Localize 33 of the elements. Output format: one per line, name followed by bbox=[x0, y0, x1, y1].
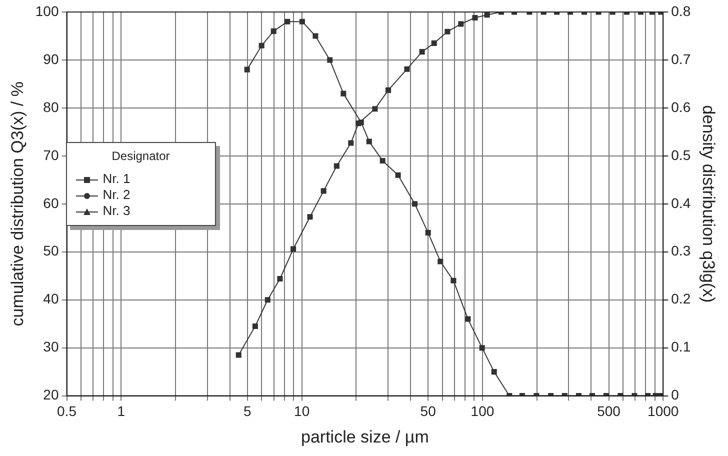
y2-tick-label: 0.5 bbox=[671, 146, 691, 163]
x-tick-label: 1 bbox=[117, 403, 126, 420]
y2-tick-label: 0.2 bbox=[671, 290, 691, 307]
y2-tick-label: 0.7 bbox=[671, 50, 691, 67]
x-tick-label: 50 bbox=[420, 403, 436, 420]
x-tick-label: 1000 bbox=[648, 403, 679, 420]
legend-title: Designator bbox=[110, 149, 171, 163]
y-tick-label: 80 bbox=[43, 98, 59, 115]
y-tick-label: 90 bbox=[43, 50, 59, 67]
y-tick-label: 30 bbox=[43, 338, 59, 355]
y2-tick-label: 0.3 bbox=[671, 242, 691, 259]
y-tick-label: 50 bbox=[43, 242, 59, 259]
y2-tick-label: 0.8 bbox=[671, 2, 691, 19]
y2-tick-label: 0 bbox=[671, 386, 680, 403]
y2-axis-title: density distribution q3lg(x) bbox=[699, 105, 718, 303]
x-tick-label: 0.5 bbox=[57, 403, 77, 420]
legend-label: Nr. 2 bbox=[102, 187, 130, 202]
y2-tick-label: 0.1 bbox=[671, 338, 691, 355]
x-tick-label: 5 bbox=[244, 403, 252, 420]
y-tick-label: 70 bbox=[43, 146, 59, 163]
y2-tick-label: 0.4 bbox=[671, 194, 691, 211]
y2-tick-label: 0.6 bbox=[671, 98, 691, 115]
y-tick-label: 60 bbox=[43, 194, 59, 211]
y-tick-label: 20 bbox=[43, 386, 59, 403]
y-tick-label: 100 bbox=[35, 2, 59, 19]
y-axis-title: cumulative distribution Q3(x) / % bbox=[8, 82, 27, 326]
x-tick-label: 10 bbox=[294, 403, 310, 420]
x-axis-title: particle size / µm bbox=[301, 427, 429, 446]
legend-label: Nr. 1 bbox=[102, 171, 130, 186]
x-tick-label: 100 bbox=[470, 403, 494, 420]
legend-label: Nr. 3 bbox=[102, 203, 130, 218]
x-tick-label: 500 bbox=[597, 403, 621, 420]
y-tick-label: 40 bbox=[43, 290, 59, 307]
